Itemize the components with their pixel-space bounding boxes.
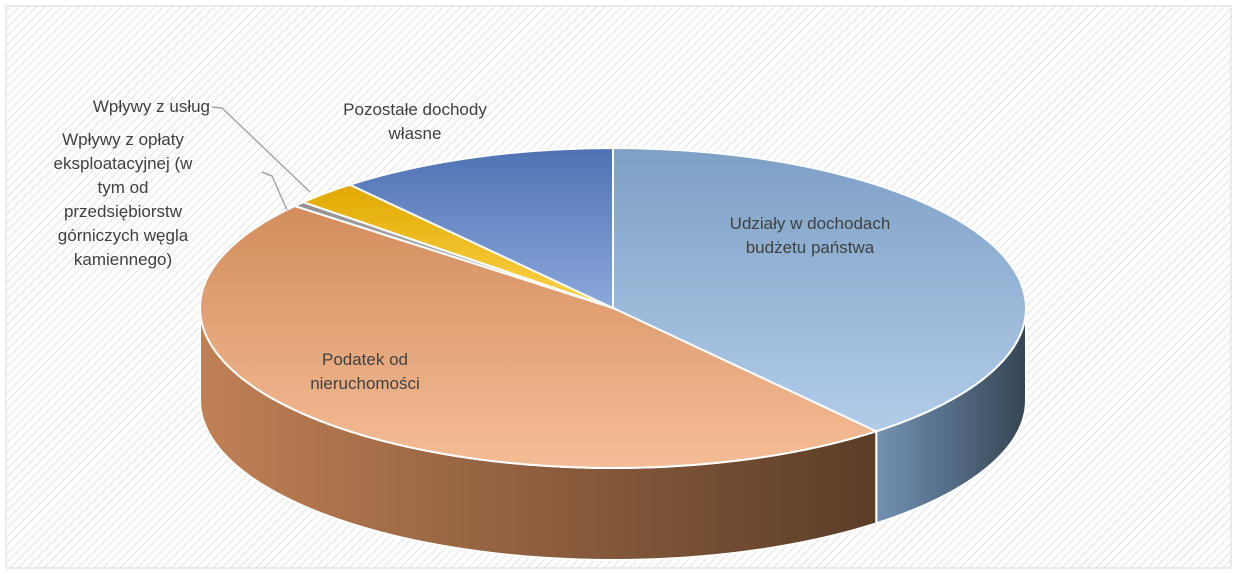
slice-label: Pozostałe dochody własne [343,100,487,143]
slice [199,204,879,469]
slice-label: Podatek od nieruchomości [310,350,420,393]
slice [612,146,1027,433]
slice-label: Wpływy z opłaty eksploatacyjnej (w tym o… [53,130,193,269]
slice-label: Udziały w dochodach budżetu państwa [729,214,891,257]
leader-line [211,106,311,193]
slice-label: Wpływy z usług [92,97,210,116]
pie [199,146,1027,561]
slice [347,146,614,310]
leader-line [261,171,288,211]
